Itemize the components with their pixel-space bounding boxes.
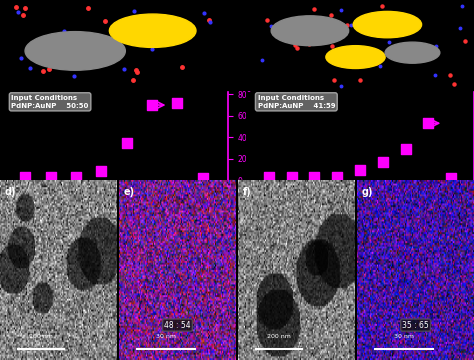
Point [310,174,318,180]
Text: Input Conditions
PdNP:AuNP    50:50: Input Conditions PdNP:AuNP 50:50 [11,95,89,109]
Circle shape [353,12,421,38]
Point [447,175,455,181]
Text: Input Conditions
PdNP:AuNP    41:59: Input Conditions PdNP:AuNP 41:59 [257,95,335,109]
Point [334,174,341,180]
Point [425,120,432,126]
Text: f): f) [243,187,252,197]
Point [199,175,206,181]
Text: e): e) [124,187,135,197]
Text: g): g) [362,187,374,197]
Point [148,102,156,108]
Circle shape [109,14,196,48]
Point [47,174,55,180]
Point [356,167,364,173]
Point [402,146,410,152]
Circle shape [385,42,440,63]
Point [21,174,29,180]
Text: 30 nm: 30 nm [156,334,176,339]
Point [98,168,105,174]
Point [379,159,387,165]
Text: 200 nm: 200 nm [29,334,53,339]
Text: 200 nm: 200 nm [267,334,291,339]
Text: 48 : 54: 48 : 54 [164,321,191,330]
Circle shape [25,32,125,70]
Point [265,174,273,180]
Text: 30 nm: 30 nm [394,334,414,339]
Point [288,174,295,180]
Y-axis label: <dH> / nm: <dH> / nm [255,115,264,157]
Text: d): d) [5,187,16,197]
Text: 35 : 65: 35 : 65 [402,321,429,330]
Circle shape [326,46,385,68]
Point [123,140,130,145]
Point [173,100,181,106]
Point [72,174,80,180]
Circle shape [271,16,349,46]
